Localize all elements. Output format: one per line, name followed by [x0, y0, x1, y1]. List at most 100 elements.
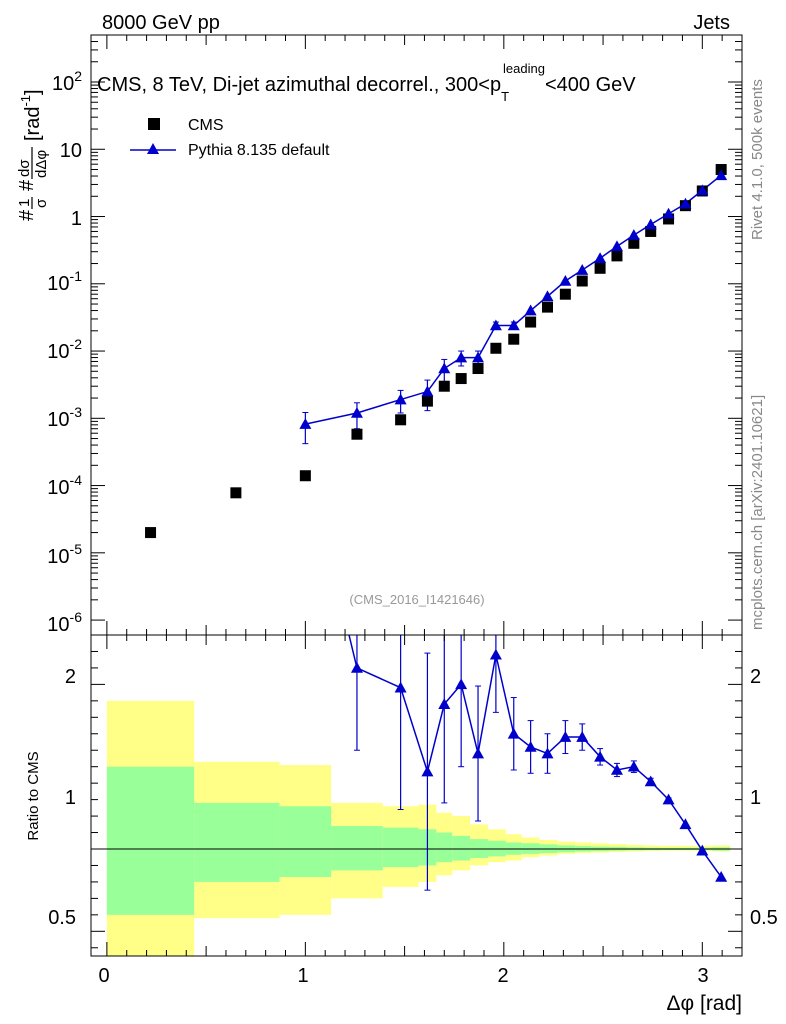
- ratio-line: [356, 654, 722, 878]
- pythia-point: [472, 351, 485, 363]
- pythia-point: [662, 207, 675, 219]
- ratio-point: [524, 740, 537, 752]
- main-y-tick-labels: 10-6 10-5 10-4 10-3 10-2 10-1 1 10 102: [47, 68, 82, 636]
- ratio-point: [541, 747, 554, 759]
- ratio-y-tick-label-right: 1: [750, 787, 761, 809]
- x-axis-label: Δφ [rad]: [667, 992, 743, 1015]
- cms-point: [421, 395, 433, 407]
- pythia-point: [576, 264, 589, 275]
- pythia-point: [679, 197, 692, 209]
- legend-marker-pythia: [147, 143, 159, 154]
- ratio-point: [489, 648, 502, 660]
- svg-text:[rad-1]: [rad-1]: [18, 89, 44, 141]
- ratio-point: [559, 731, 572, 742]
- source-label: mcplots.cern.ch [arXiv:2401.10621]: [749, 395, 766, 630]
- ratio-point: [394, 681, 407, 693]
- ratio-y-tick-label-left: 1: [65, 787, 76, 809]
- cms-point: [351, 428, 363, 440]
- cms-point: [541, 301, 553, 313]
- svg-text:dσ: dσ: [16, 159, 33, 177]
- pythia-point: [610, 240, 623, 252]
- svg-text:#: #: [16, 209, 38, 221]
- ratio-band-green: [106, 766, 195, 915]
- pythia-point: [299, 418, 312, 429]
- category-label: Jets: [693, 12, 730, 34]
- cms-point: [455, 373, 467, 385]
- pythia-point: [715, 169, 728, 181]
- pythia-point: [350, 406, 363, 418]
- ratio-uncertainty-bands: [106, 700, 731, 956]
- ratio-point: [455, 678, 468, 690]
- ratio-point: [696, 844, 709, 856]
- cms-point: [576, 275, 588, 287]
- y-tick-label: 10-5: [47, 541, 82, 568]
- pythia-point: [507, 319, 520, 331]
- y-tick-label: 10-2: [47, 336, 82, 363]
- y-tick-label: 102: [52, 68, 82, 95]
- legend-label-cms: CMS: [188, 117, 224, 134]
- chart-title: CMS, 8 TeV, Di-jet azimuthal decorrel., …: [97, 61, 636, 104]
- ratio-clipped-group: [348, 635, 728, 891]
- ratio-point: [421, 765, 434, 777]
- x-tick-label: 2: [497, 965, 508, 987]
- cms-point: [230, 487, 242, 499]
- pythia-point: [644, 218, 657, 230]
- ratio-point: [507, 727, 520, 739]
- pythia-point: [541, 290, 554, 302]
- ratio-point: [715, 870, 728, 882]
- svg-text:#: #: [16, 179, 38, 191]
- pythia-point: [559, 275, 572, 286]
- energy-label: 8000 GeV pp: [102, 12, 220, 34]
- rivet-label: Rivet 4.1.0, 500k events: [749, 79, 766, 240]
- y-tick-label: 10-3: [47, 404, 82, 431]
- cms-point: [559, 288, 571, 300]
- cms-point: [645, 225, 657, 237]
- cms-point: [628, 237, 640, 249]
- ratio-band-green: [452, 835, 471, 861]
- pythia-point: [394, 393, 407, 405]
- ratio-y-tick-label-left: 2: [65, 666, 76, 688]
- ratio-point: [350, 661, 363, 673]
- ratio-point: [472, 747, 485, 759]
- analysis-label: (CMS_2016_I1421646): [349, 592, 484, 607]
- svg-text:1: 1: [16, 199, 33, 207]
- cms-point: [594, 262, 606, 274]
- ratio-point: [438, 698, 451, 709]
- pythia-point: [489, 319, 502, 331]
- ratio-y-tick-label-right: 2: [750, 666, 761, 688]
- ratio-y-axis-label: Ratio to CMS: [25, 751, 42, 840]
- ratio-band-green: [194, 802, 280, 882]
- pythia-point: [421, 385, 434, 397]
- cms-point: [663, 213, 675, 225]
- main-plot: 10-6 10-5 10-4 10-3 10-2 10-1 1 10 102 #…: [16, 34, 743, 636]
- ratio-point: [610, 763, 623, 775]
- ratio-plot: 2 1 0.5 2 1 0.5 0 1 2 3 Ratio to CMS Δφ …: [25, 634, 778, 1015]
- ratio-data-marks: [348, 635, 728, 891]
- main-data-marks: [145, 164, 728, 539]
- x-tick-label: 3: [697, 965, 708, 987]
- main-y-axis-label: # 1 σ # dσ dΔφ [rad-1]: [16, 89, 50, 221]
- ratio-y-tick-label-right: 0.5: [750, 907, 778, 929]
- ratio-point: [594, 750, 607, 762]
- pythia-point: [627, 229, 640, 240]
- y-tick-label: 10-4: [47, 472, 82, 499]
- ratio-point: [679, 818, 692, 830]
- pythia-point: [524, 304, 537, 316]
- y-tick-label: 10: [60, 140, 82, 162]
- cms-point: [395, 414, 407, 426]
- legend: CMS Pythia 8.135 default: [130, 117, 330, 159]
- ratio-band-green: [279, 806, 332, 877]
- pythia-point: [455, 351, 468, 363]
- main-ticks: [91, 34, 742, 635]
- ratio-point: [627, 760, 640, 772]
- legend-label-pythia: Pythia 8.135 default: [188, 142, 330, 159]
- ratio-frame: [90, 634, 743, 957]
- cms-point: [490, 342, 502, 354]
- y-tick-label: 10-1: [47, 268, 82, 295]
- ratio-point: [662, 793, 675, 805]
- ratio-lead-in-line: [348, 635, 358, 669]
- cms-point: [299, 470, 311, 482]
- ratio-band-green: [382, 827, 419, 868]
- cms-point: [525, 316, 537, 328]
